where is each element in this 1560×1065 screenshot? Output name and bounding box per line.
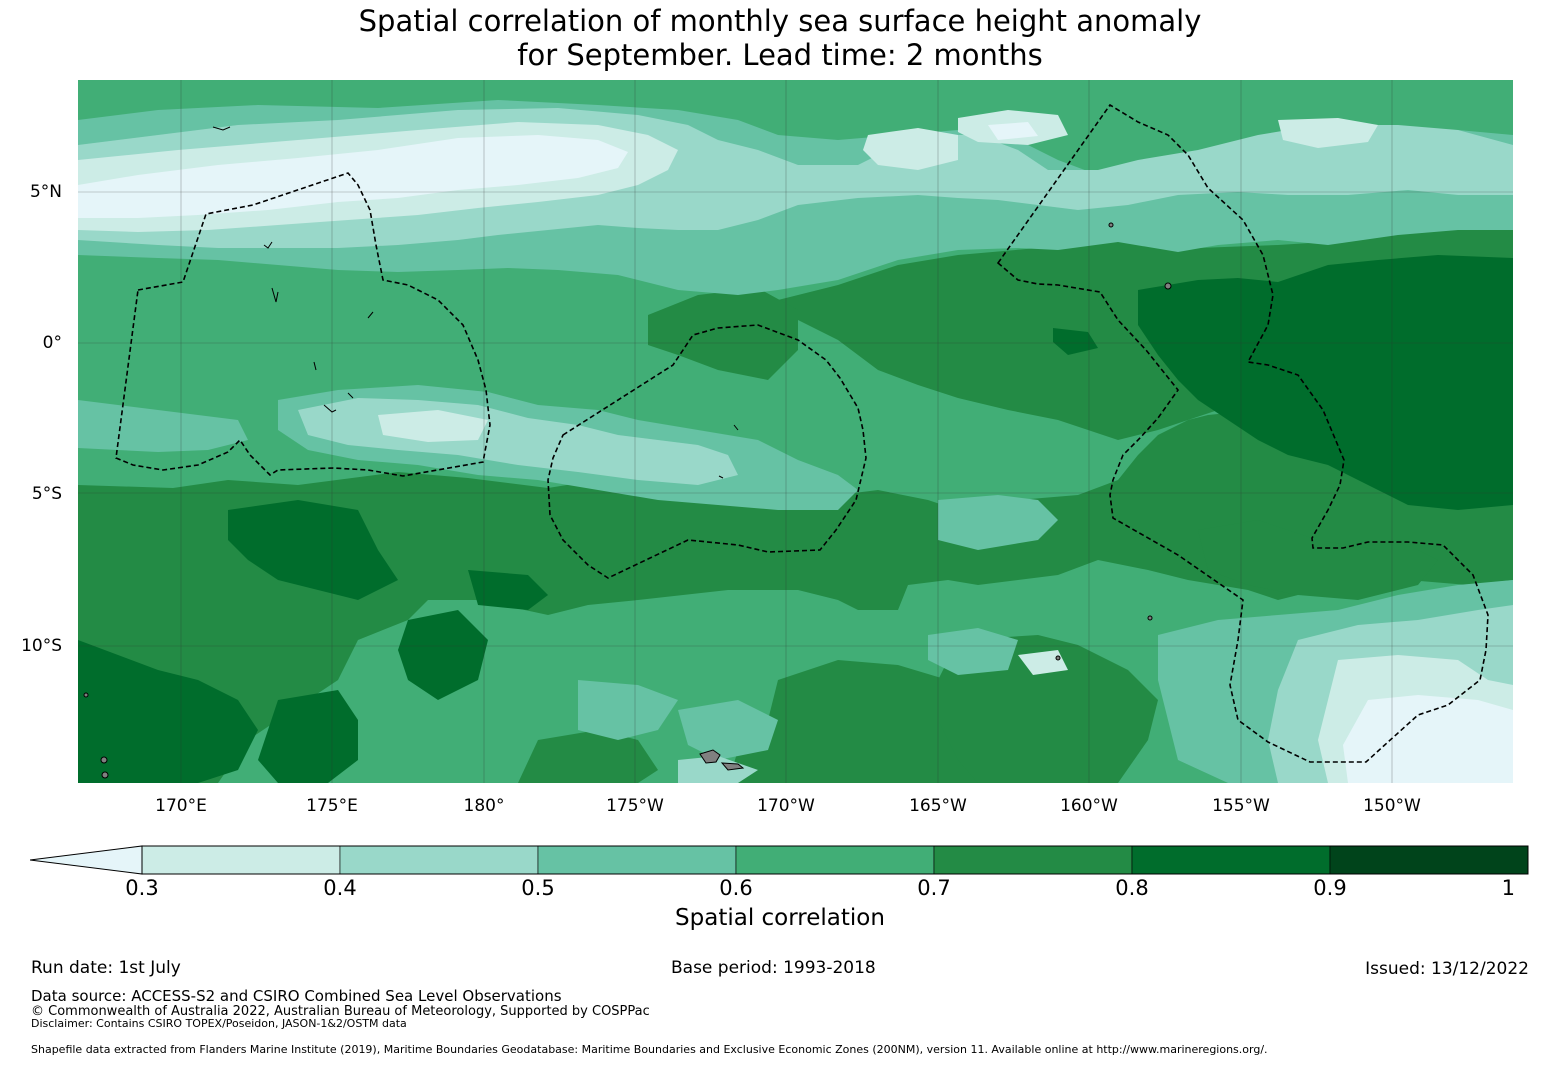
colorbar-tick: 0.3 [125, 876, 159, 900]
atoll-outlines [212, 126, 739, 479]
colorbar-tick: 0.4 [323, 876, 357, 900]
lat-label-5n: 5°N [29, 182, 62, 202]
island-atoll [1164, 282, 1172, 290]
island-atoll [100, 756, 108, 764]
colorbar-tick: 0.5 [521, 876, 555, 900]
colorbar-tick: 0.6 [719, 876, 753, 900]
eez-tuvalu-tokelau [547, 324, 867, 579]
islands [83, 222, 1172, 779]
colorbar-tick: 0.7 [917, 876, 951, 900]
colorbar-bin [339, 845, 539, 875]
island-samoa-savaii [699, 749, 721, 764]
eez-kiribati-gilbert [115, 172, 491, 477]
colorbar-bin [1329, 845, 1529, 875]
colorbar-bin [1131, 845, 1331, 875]
field-08-09 [78, 255, 1513, 783]
lon-label-150w: 150°W [1363, 796, 1421, 816]
lon-label-160w: 160°W [1060, 796, 1118, 816]
colorbar-tick: 0.8 [1115, 876, 1149, 900]
eez-kiribati-phoenix-line [996, 103, 1489, 763]
data-source: Data source: ACCESS-S2 and CSIRO Combine… [31, 987, 562, 1005]
lat-label-5s: 5°S [31, 484, 62, 504]
island-atoll [83, 692, 89, 698]
lat-label-0: 0° [42, 333, 62, 353]
island-atoll [1108, 222, 1114, 228]
lon-label-175e: 175°E [306, 796, 358, 816]
lat-label-10s: 10°S [21, 636, 62, 656]
colorbar [30, 845, 1529, 875]
colorbar-tick: 1 [1501, 876, 1515, 900]
disclaimer: Disclaimer: Contains CSIRO TOPEX/Poseido… [31, 1017, 407, 1030]
colorbar-frame [141, 845, 1529, 875]
shapefile-credit: Shapefile data extracted from Flanders M… [31, 1043, 1268, 1056]
field-below-03 [78, 122, 1513, 783]
island-atoll [1147, 615, 1153, 621]
colorbar-bin [735, 845, 935, 875]
lon-label-155w: 155°W [1212, 796, 1270, 816]
copyright: © Commonwealth of Australia 2022, Austra… [31, 1004, 650, 1019]
island-atoll [101, 771, 109, 779]
island-atoll [1055, 655, 1061, 661]
colorbar-tick: 0.9 [1313, 876, 1347, 900]
island-samoa-upolu [720, 762, 745, 771]
lon-label-170w: 170°W [757, 796, 815, 816]
map-title-line-1: Spatial correlation of monthly sea surfa… [358, 4, 1202, 38]
colorbar-bin [537, 845, 737, 875]
colorbar-bin [141, 845, 341, 875]
correlation-map [78, 80, 1513, 783]
colorbar-label: Spatial correlation [675, 905, 885, 931]
run-date: Run date: 1st July [31, 958, 181, 978]
colorbar-bin [933, 845, 1133, 875]
lon-label-175w: 175°W [606, 796, 664, 816]
map-gridlines [78, 80, 1513, 783]
lon-label-165w: 165°W [909, 796, 967, 816]
colorbar-extension [30, 845, 143, 875]
map-title-line-2: for September. Lead time: 2 months [517, 38, 1043, 72]
base-period: Base period: 1993-2018 [671, 958, 876, 978]
lon-label-170e: 170°E [155, 796, 207, 816]
issued-date: Issued: 13/12/2022 [1365, 959, 1529, 979]
lon-label-180: 180° [463, 796, 505, 816]
eez-boundaries [115, 103, 1489, 763]
